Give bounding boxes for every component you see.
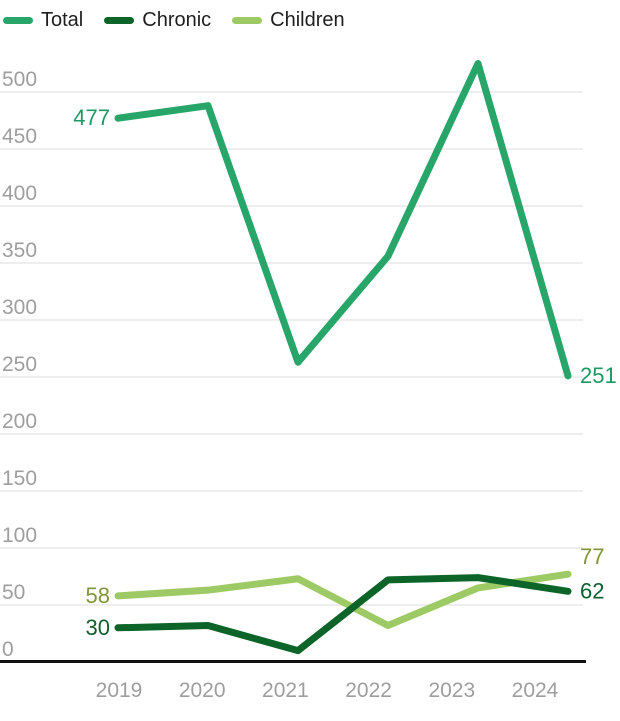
y-tick-label-0: 0 bbox=[2, 638, 14, 661]
children-series-swatch bbox=[232, 16, 263, 24]
x-tick-label-2022: 2022 bbox=[345, 679, 392, 702]
chronic-series-swatch bbox=[104, 16, 135, 24]
x-tick-label-2020: 2020 bbox=[179, 679, 226, 702]
legend-item-total[interactable]: Total bbox=[3, 6, 83, 34]
y-tick-label-50: 50 bbox=[2, 581, 25, 604]
y-tick-label-150: 150 bbox=[2, 467, 37, 490]
chart-legend: Total Chronic Children bbox=[3, 6, 345, 34]
y-tick-label-100: 100 bbox=[2, 524, 37, 547]
x-tick-label-2021: 2021 bbox=[262, 679, 309, 702]
y-tick-label-300: 300 bbox=[2, 296, 37, 319]
y-tick-label-250: 250 bbox=[2, 353, 37, 376]
total-series-label: Total bbox=[41, 9, 84, 31]
point-label-first-chronic: 30 bbox=[86, 615, 110, 640]
children-series-label: Children bbox=[270, 9, 345, 31]
series-line-total bbox=[114, 60, 572, 380]
point-label-first-total: 477 bbox=[73, 105, 110, 130]
y-tick-label-350: 350 bbox=[2, 239, 37, 262]
point-label-last-total: 251 bbox=[580, 363, 617, 388]
series-line-chronic bbox=[114, 574, 572, 655]
point-label-first-children: 58 bbox=[86, 583, 110, 608]
y-tick-label-450: 450 bbox=[2, 125, 37, 148]
series-line-children bbox=[114, 570, 572, 630]
total-series-swatch bbox=[3, 16, 33, 24]
y-tick-label-400: 400 bbox=[2, 182, 37, 205]
x-tick-label-2019: 2019 bbox=[96, 679, 143, 702]
x-tick-label-2024: 2024 bbox=[512, 679, 559, 702]
chronic-series-label: Chronic bbox=[142, 9, 212, 31]
legend-item-chronic[interactable]: Chronic bbox=[104, 6, 211, 34]
point-label-last-chronic: 62 bbox=[580, 578, 604, 603]
x-tick-label-2023: 2023 bbox=[428, 679, 475, 702]
legend-item-children[interactable]: Children bbox=[232, 6, 345, 34]
point-label-last-children: 77 bbox=[580, 544, 604, 569]
y-tick-label-200: 200 bbox=[2, 410, 37, 433]
y-tick-label-500: 500 bbox=[2, 68, 37, 91]
